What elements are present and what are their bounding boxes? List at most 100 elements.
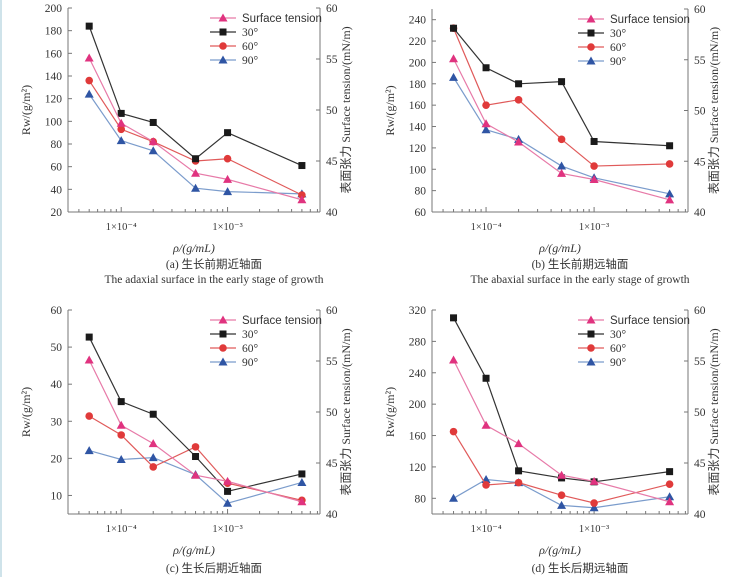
caption-en: The abaxial surface in the early stage o… (470, 274, 689, 286)
x-tick-label: 1×10⁻⁴ (471, 222, 502, 233)
data-point (223, 498, 233, 507)
legend-marker (586, 14, 596, 23)
y-tick-label: 180 (409, 79, 427, 91)
y2-axis-label: 表面张力 Surface tension/(mN/m) (707, 328, 721, 495)
data-point (665, 195, 675, 204)
data-point (514, 478, 523, 487)
series-line (452, 58, 670, 201)
data-point (85, 22, 93, 30)
legend-marker (586, 315, 596, 324)
data-point (191, 168, 201, 177)
y-tick-label: 160 (45, 48, 63, 60)
data-point (223, 476, 233, 485)
legend-label: Surface tension (242, 13, 322, 25)
data-point (449, 54, 459, 63)
legend-label: 90° (610, 357, 627, 369)
y2-tick-label: 45 (694, 458, 706, 470)
legend-marker (219, 344, 227, 352)
data-point (449, 493, 459, 502)
y2-tick-label: 55 (694, 55, 706, 67)
y-tick-label: 60 (51, 305, 63, 317)
series-line (88, 57, 303, 201)
data-point (449, 355, 459, 364)
y-tick-label: 160 (409, 431, 427, 443)
series-line (88, 359, 303, 503)
y-tick-label: 220 (409, 36, 427, 48)
x-tick-label: 1×10⁻³ (212, 222, 242, 233)
legend-label: Surface tension (610, 14, 690, 26)
y-tick-label: 20 (51, 453, 63, 465)
data-point (450, 314, 458, 322)
series-line (88, 415, 303, 501)
y-tick-label: 200 (45, 3, 63, 15)
series-line (452, 359, 670, 503)
data-point (665, 480, 674, 488)
data-point (116, 454, 126, 463)
x-tick-label: 1×10⁻³ (212, 524, 242, 535)
series-1 (450, 314, 674, 486)
series-2 (85, 76, 306, 199)
data-point (223, 187, 233, 196)
y2-tick-label: 50 (694, 407, 706, 419)
data-point (297, 195, 307, 204)
y-axis-label: Rw/(g/m²) (19, 85, 33, 135)
x-axis-label: ρ/(g/mL) (172, 241, 215, 255)
series-line (88, 336, 303, 493)
data-point (84, 446, 94, 455)
y-tick-label: 180 (45, 26, 63, 38)
data-point (590, 137, 598, 145)
data-point (482, 374, 490, 382)
series-line (88, 25, 303, 167)
x-tick-label: 1×10⁻⁴ (471, 524, 502, 535)
y2-tick-label: 50 (326, 407, 338, 419)
y2-tick-label: 60 (694, 4, 706, 16)
data-point (482, 101, 490, 109)
data-point (192, 155, 200, 163)
y2-tick-label: 45 (326, 458, 338, 470)
legend-marker (219, 330, 227, 338)
data-point (117, 431, 126, 439)
y2-axis-label: 表面张力 Surface tension/(mN/m) (707, 27, 721, 194)
legend-marker (586, 56, 596, 65)
chart-panel-b: 60 80 100 120 140 160 180 200 220 240 40 45 50 55 60 1×… (383, 4, 721, 286)
data-point (481, 420, 491, 429)
y-tick-label: 160 (409, 100, 427, 112)
legend-marker (587, 344, 595, 352)
data-point (224, 129, 232, 137)
y-tick-label: 240 (409, 368, 427, 380)
y2-tick-label: 45 (326, 156, 338, 168)
y2-tick-label: 50 (694, 106, 706, 118)
series-line (453, 27, 670, 147)
x-tick-label: 1×10⁻³ (579, 222, 609, 233)
data-point (149, 410, 157, 418)
series-line (453, 431, 670, 504)
caption-cn: (a) 生长前期近轴面 (166, 257, 262, 271)
y-tick-label: 80 (415, 186, 427, 198)
x-axis-label: ρ/(g/mL) (538, 241, 581, 255)
data-point (116, 118, 126, 127)
legend-marker (218, 357, 228, 366)
data-point (116, 136, 126, 145)
data-point (557, 168, 567, 177)
data-point (223, 154, 232, 163)
legend-label: 90° (610, 56, 627, 68)
y2-axis-label: 表面张力 Surface tension/(mN/m) (339, 26, 353, 193)
caption-cn: (c) 生长后期近轴面 (166, 561, 262, 575)
data-point (297, 477, 307, 486)
y-tick-label: 100 (45, 116, 63, 128)
chart-panel-d: 80 120 160 200 240 280 320 40 45 50 55 60 1×10⁻⁴ 1×10… (383, 305, 721, 575)
data-point (192, 453, 200, 461)
y-tick-label: 120 (409, 143, 427, 155)
legend-marker (587, 29, 595, 37)
data-point (298, 191, 306, 199)
data-point (85, 76, 93, 85)
legend-marker (218, 315, 228, 324)
legend-label: 90° (242, 55, 259, 67)
chart-panel-a: 20 40 60 80 100 120 140 160 180 200 40 45 50 55 60 1×10… (19, 3, 353, 286)
data-point (557, 161, 567, 170)
data-point (515, 467, 523, 475)
series-line (88, 80, 303, 196)
legend-marker (219, 28, 227, 36)
y-tick-label: 140 (45, 71, 63, 83)
y-tick-label: 10 (51, 490, 63, 502)
